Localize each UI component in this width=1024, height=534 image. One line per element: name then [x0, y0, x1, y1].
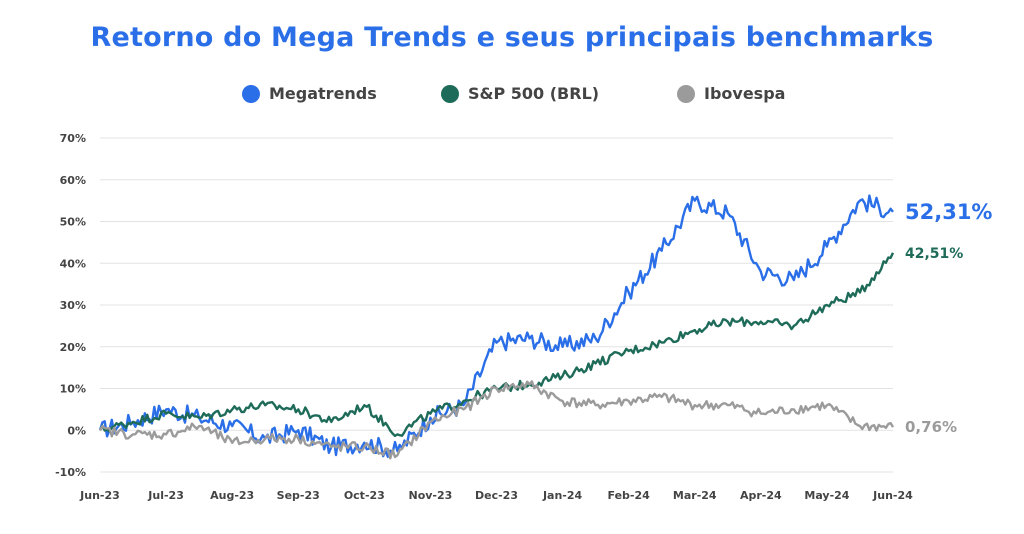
x-tick-label: Sep-23 [277, 489, 320, 502]
end-value-label: 0,76% [905, 418, 957, 436]
x-tick-label: Apr-24 [740, 489, 782, 502]
y-tick-label: -10% [55, 466, 86, 479]
x-tick-label: Dec-23 [475, 489, 518, 502]
series-line-megatrends [98, 194, 894, 458]
legend-item-ibovespa: Ibovespa [677, 84, 785, 103]
y-tick-label: 0% [67, 424, 86, 437]
y-tick-label: 60% [60, 174, 86, 187]
x-tick-label: May-24 [804, 489, 849, 502]
y-tick-label: 70% [60, 132, 86, 145]
legend-swatch-sp500 [441, 84, 459, 103]
x-tick-label: Nov-23 [409, 489, 453, 502]
legend: Megatrends S&P 500 (BRL) Ibovespa [0, 84, 1024, 108]
x-tick-label: Mar-24 [673, 489, 717, 502]
legend-swatch-megatrends [242, 84, 260, 103]
x-tick-label: Feb-24 [608, 489, 651, 502]
legend-item-megatrends: Megatrends [242, 84, 377, 103]
end-value-label: 42,51% [905, 246, 963, 262]
x-tick-label: Jan-24 [542, 489, 583, 502]
x-tick-label: Aug-23 [210, 489, 254, 502]
chart-title: Retorno do Mega Trends e seus principais… [90, 22, 934, 53]
legend-label-megatrends: Megatrends [269, 84, 377, 103]
legend-label-ibovespa: Ibovespa [704, 84, 786, 103]
end-value-label: 52,31% [905, 200, 992, 224]
legend-label-sp500: S&P 500 (BRL) [468, 84, 600, 103]
x-tick-label: Jun-23 [79, 489, 120, 502]
legend-item-sp500: S&P 500 (BRL) [441, 84, 599, 103]
x-tick-label: Jul-23 [147, 489, 184, 502]
y-tick-label: 10% [60, 383, 86, 396]
y-tick-label: 50% [60, 216, 86, 229]
series-line-s-p-500-brl- [98, 252, 895, 438]
y-tick-label: 40% [60, 257, 86, 270]
y-tick-label: 30% [60, 299, 86, 312]
y-tick-label: 20% [60, 341, 86, 354]
x-tick-label: Jun-24 [872, 489, 913, 502]
series-line-ibovespa [98, 380, 895, 460]
x-tick-label: Oct-23 [344, 489, 385, 502]
legend-swatch-ibovespa [677, 84, 695, 103]
